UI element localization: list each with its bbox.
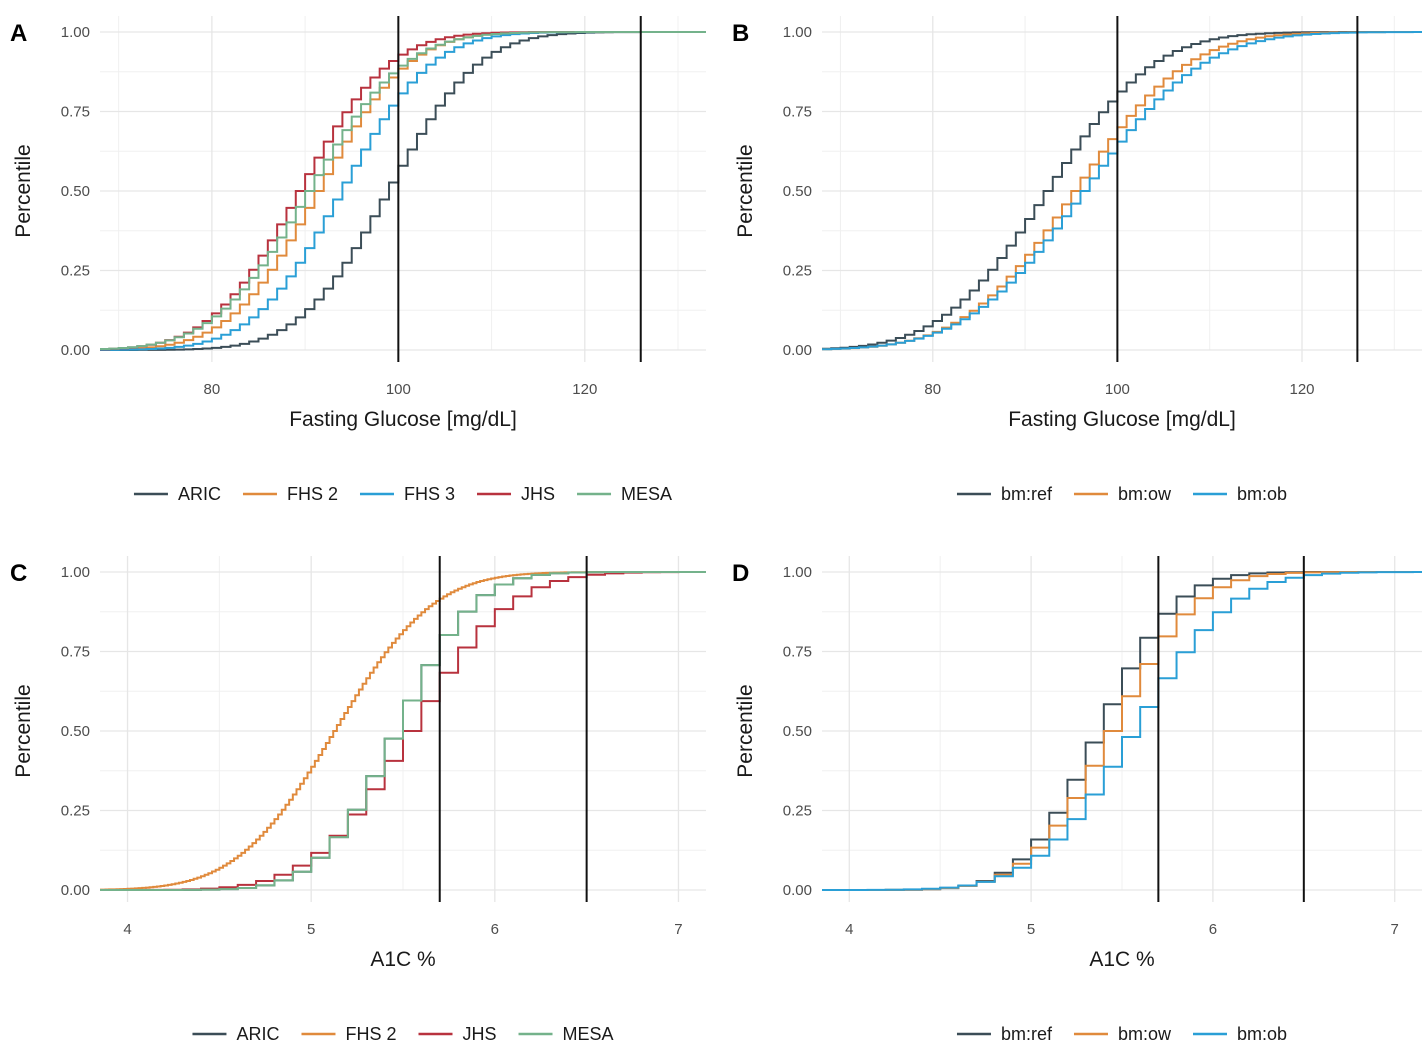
legend-label: MESA [621, 484, 672, 504]
x-tick-label: 5 [1027, 921, 1035, 938]
x-axis-title: Fasting Glucose [mg/dL] [289, 408, 517, 431]
legend-item: FHS 2 [242, 484, 338, 504]
legend-label: bm:ob [1237, 1024, 1287, 1044]
x-axis-title: A1C % [1089, 948, 1154, 971]
x-tick-label: 7 [1391, 921, 1399, 938]
y-tick-label: 0.25 [61, 803, 90, 820]
panel-a: 0.00 0.25 0.50 0.75 1.00 80 100 120 Fasting Gluc… [10, 16, 706, 504]
x-tick-label: 80 [924, 381, 941, 398]
legend-label: bm:ob [1237, 484, 1287, 504]
x-axis-title: A1C % [370, 948, 435, 971]
y-tick-label: 0.00 [61, 882, 90, 899]
y-tick-label: 1.00 [783, 564, 812, 581]
legend-item: FHS 3 [359, 484, 455, 504]
y-axis-title: Percentile [734, 684, 757, 777]
y-tick-label: 0.50 [783, 183, 812, 200]
y-tick-label: 0.75 [783, 104, 812, 121]
panel-label: D [732, 560, 749, 587]
x-tick-label: 7 [674, 921, 682, 938]
legend-item: bm:ow [1073, 1024, 1172, 1044]
panel-label: A [10, 20, 27, 47]
y-tick-label: 1.00 [61, 24, 90, 41]
legend-label: JHS [463, 1024, 497, 1044]
legend-item: MESA [577, 484, 672, 504]
y-tick-label: 0.75 [61, 644, 90, 661]
legend-label: FHS 2 [345, 1024, 396, 1044]
legend-label: FHS 2 [287, 484, 338, 504]
legend-item: FHS 2 [301, 1024, 397, 1044]
series-line-bm-ob [822, 31, 1422, 351]
y-tick-label: 1.00 [783, 24, 812, 41]
series-line-bm-ob [822, 571, 1422, 891]
x-tick-label: 120 [572, 381, 597, 398]
x-tick-label: 4 [845, 921, 853, 938]
panel-d: 0.00 0.25 0.50 0.75 1.00 4 5 6 7 A1C % Percentile D… [732, 556, 1422, 1044]
panel-c: 0.00 0.25 0.50 0.75 1.00 4 5 6 7 A1C % Percentile C… [10, 556, 706, 1044]
legend: bm:ref bm:ow bm:ob [956, 1024, 1287, 1044]
panel-label: C [10, 560, 27, 587]
legend: ARIC FHS 2 FHS 3 JHS MESA [133, 484, 672, 504]
legend-item: bm:ref [956, 1024, 1053, 1044]
legend-label: MESA [563, 1024, 614, 1044]
legend-label: bm:ref [1001, 1024, 1053, 1044]
y-tick-label: 0.00 [61, 342, 90, 359]
y-tick-label: 0.00 [783, 882, 812, 899]
y-tick-label: 0.75 [783, 644, 812, 661]
legend-item: ARIC [133, 484, 221, 504]
y-axis-title: Percentile [12, 144, 35, 237]
x-tick-label: 100 [1105, 381, 1130, 398]
y-tick-label: 0.50 [783, 723, 812, 740]
legend-label: FHS 3 [404, 484, 455, 504]
panel-b: 0.00 0.25 0.50 0.75 1.00 80 100 120 Fasting Gluc… [732, 16, 1422, 504]
x-tick-label: 100 [386, 381, 411, 398]
legend-label: ARIC [236, 1024, 279, 1044]
y-tick-label: 0.50 [61, 723, 90, 740]
legend-label: bm:ow [1118, 484, 1172, 504]
x-tick-label: 6 [491, 921, 499, 938]
legend-item: MESA [518, 1024, 614, 1044]
y-axis-title: Percentile [12, 684, 35, 777]
legend-item: ARIC [192, 1024, 279, 1044]
y-tick-label: 0.25 [61, 263, 90, 280]
x-tick-label: 80 [204, 381, 221, 398]
y-tick-label: 0.25 [783, 803, 812, 820]
y-tick-label: 0.25 [783, 263, 812, 280]
legend: ARIC FHS 2 JHS MESA [192, 1024, 614, 1044]
legend-item: bm:ow [1073, 484, 1172, 504]
legend-label: bm:ref [1001, 484, 1053, 504]
x-tick-label: 120 [1289, 381, 1314, 398]
legend-label: JHS [521, 484, 555, 504]
x-tick-label: 4 [123, 921, 131, 938]
legend-item: bm:ref [956, 484, 1053, 504]
y-tick-label: 1.00 [61, 564, 90, 581]
legend-item: bm:ob [1193, 484, 1287, 504]
legend-item: JHS [418, 1024, 497, 1044]
series-line-mesa [100, 31, 706, 351]
y-tick-label: 0.50 [61, 183, 90, 200]
x-axis-title: Fasting Glucose [mg/dL] [1008, 408, 1236, 431]
x-tick-label: 6 [1209, 921, 1217, 938]
legend: bm:ref bm:ow bm:ob [956, 484, 1287, 504]
legend-label: bm:ow [1118, 1024, 1172, 1044]
panel-label: B [732, 20, 749, 47]
legend-item: bm:ob [1193, 1024, 1287, 1044]
y-tick-label: 0.00 [783, 342, 812, 359]
legend-label: ARIC [178, 484, 221, 504]
y-tick-label: 0.75 [61, 104, 90, 121]
y-axis-title: Percentile [734, 144, 757, 237]
legend-item: JHS [477, 484, 555, 504]
x-tick-label: 5 [307, 921, 315, 938]
